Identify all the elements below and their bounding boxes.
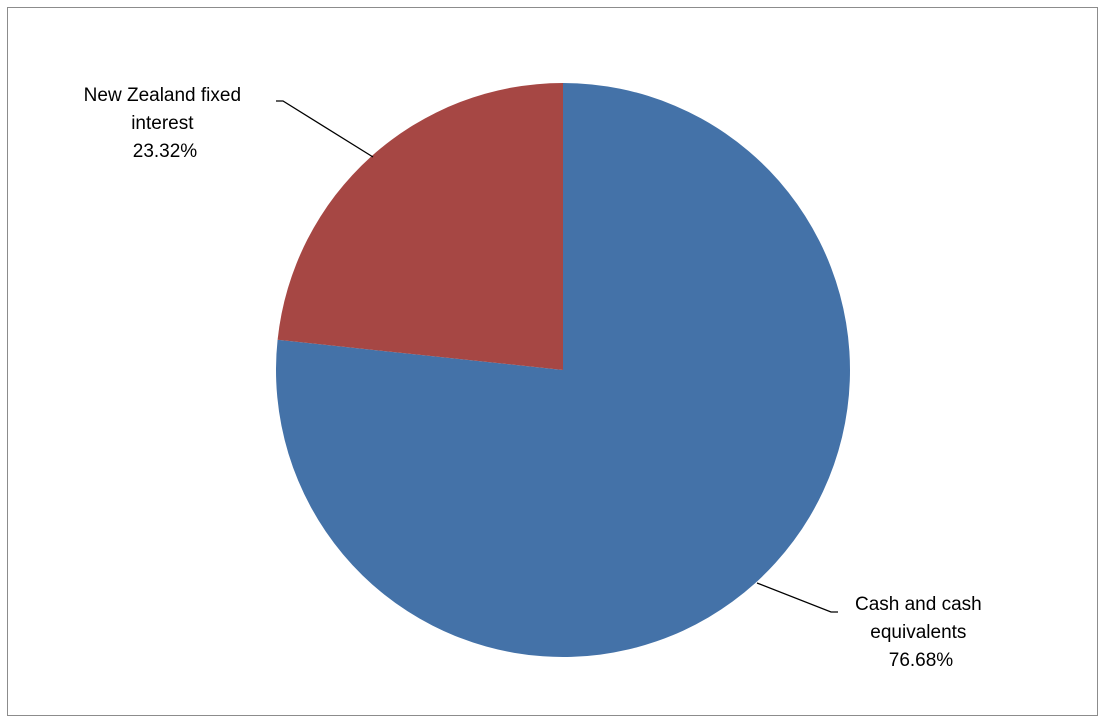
slice-label-cash: Cash and cash equivalents 76.68% [855, 594, 987, 671]
slice-label-nz-fixed-interest: New Zealand fixed interest 23.32% [84, 85, 247, 162]
slice-label-cash-value: 76.68% [889, 650, 954, 671]
slice-label-cash-line1: Cash and cash [855, 594, 982, 615]
leader-line-cash [756, 582, 838, 613]
pie-slice-nz-fixed-interest [277, 83, 563, 370]
leader-lines [276, 100, 838, 613]
slice-label-nz-value: 23.32% [133, 141, 198, 162]
leader-line-nz-fixed-interest [276, 100, 374, 158]
slice-label-nz-line1: New Zealand fixed [84, 85, 241, 106]
pie-slice-cash [275, 83, 850, 658]
pie-slices [275, 83, 850, 658]
slice-label-nz-line2: interest [131, 113, 194, 134]
slice-label-cash-line2: equivalents [870, 622, 966, 643]
